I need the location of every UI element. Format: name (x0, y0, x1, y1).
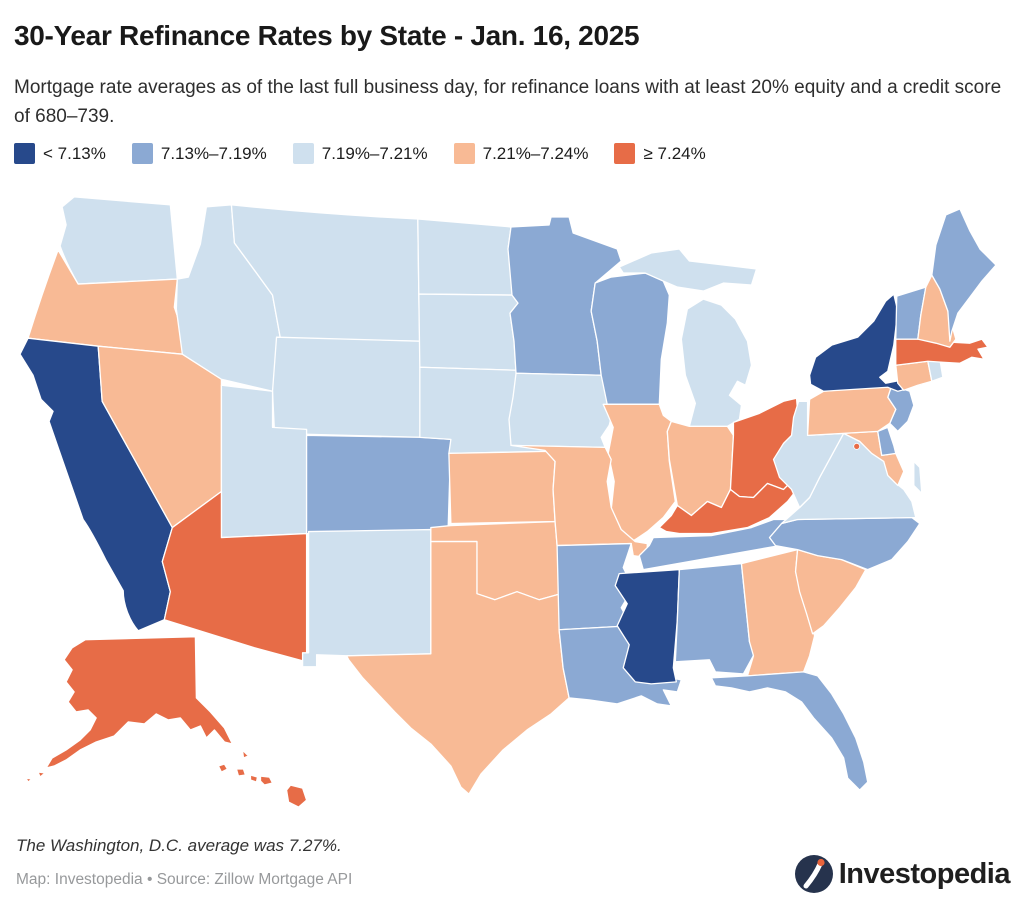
state-illinois (602, 403, 676, 545)
legend-label: 7.21%–7.24% (482, 143, 589, 163)
state-connecticut (895, 360, 933, 391)
state-arizona (161, 490, 308, 663)
state-kansas (448, 450, 556, 525)
washington-dc-marker (853, 442, 861, 450)
page-title: 30-Year Refinance Rates by State - Jan. … (14, 20, 640, 51)
subtitle: Mortgage rate averages as of the last fu… (14, 77, 1002, 127)
state-colorado (305, 434, 452, 538)
legend-swatch-bin1 (14, 143, 35, 164)
state-montana (230, 204, 421, 342)
legend-item: 7.13%–7.19% (131, 143, 267, 164)
state-michigan (680, 298, 753, 428)
legend-swatch-bin5 (614, 143, 636, 164)
state-alaska-aleutian-islands (25, 749, 250, 783)
legend-swatch-bin2 (131, 143, 153, 164)
legend-label: ≥ 7.24% (643, 143, 706, 163)
state-new-mexico (301, 528, 432, 668)
state-mississippi (614, 568, 680, 685)
state-maine (931, 208, 997, 342)
legend-item: < 7.13% (14, 143, 106, 164)
state-michigan-upper-peninsula (618, 248, 758, 292)
state-florida (710, 671, 869, 791)
state-washington (59, 196, 178, 285)
legend-swatch-bin4 (453, 143, 475, 164)
state-delaware (877, 426, 897, 457)
investopedia-logo-icon (794, 855, 833, 893)
legend-label: 7.19%–7.21% (321, 143, 428, 163)
brand-wordmark: Investopedia (838, 857, 1011, 890)
legend: < 7.13% 7.13%–7.19% 7.19%–7.21% 7.21%–7.… (14, 143, 732, 164)
state-massachusetts (895, 334, 989, 366)
state-alaska (45, 636, 234, 769)
legend-swatch-bin3 (292, 143, 314, 164)
state-iowa (508, 372, 616, 449)
state-indiana (666, 420, 735, 517)
state-kentucky (658, 476, 803, 535)
state-wyoming (271, 336, 424, 439)
state-new-york (808, 293, 939, 392)
legend-item: ≥ 7.24% (614, 143, 706, 164)
state-north-dakota (417, 218, 514, 296)
legend-item: 7.19%–7.21% (292, 143, 428, 164)
state-texas (346, 540, 570, 795)
state-hawaii (217, 763, 308, 808)
state-oregon (27, 249, 183, 355)
legend-label: < 7.13% (43, 143, 106, 163)
state-wisconsin (590, 272, 670, 405)
legend-item: 7.21%–7.24% (453, 143, 589, 164)
us-choropleth-map (10, 188, 1012, 816)
legend-label: 7.13%–7.19% (160, 143, 267, 163)
state-virginia-eastern-shore (913, 460, 923, 495)
dc-footnote: The Washington, D.C. average was 7.27%. (16, 836, 342, 855)
source-credit: Map: Investopedia • Source: Zillow Mortg… (16, 871, 353, 888)
brand-logo: Investopedia (794, 855, 1011, 893)
state-pennsylvania (806, 384, 897, 437)
state-south-dakota (418, 293, 519, 371)
